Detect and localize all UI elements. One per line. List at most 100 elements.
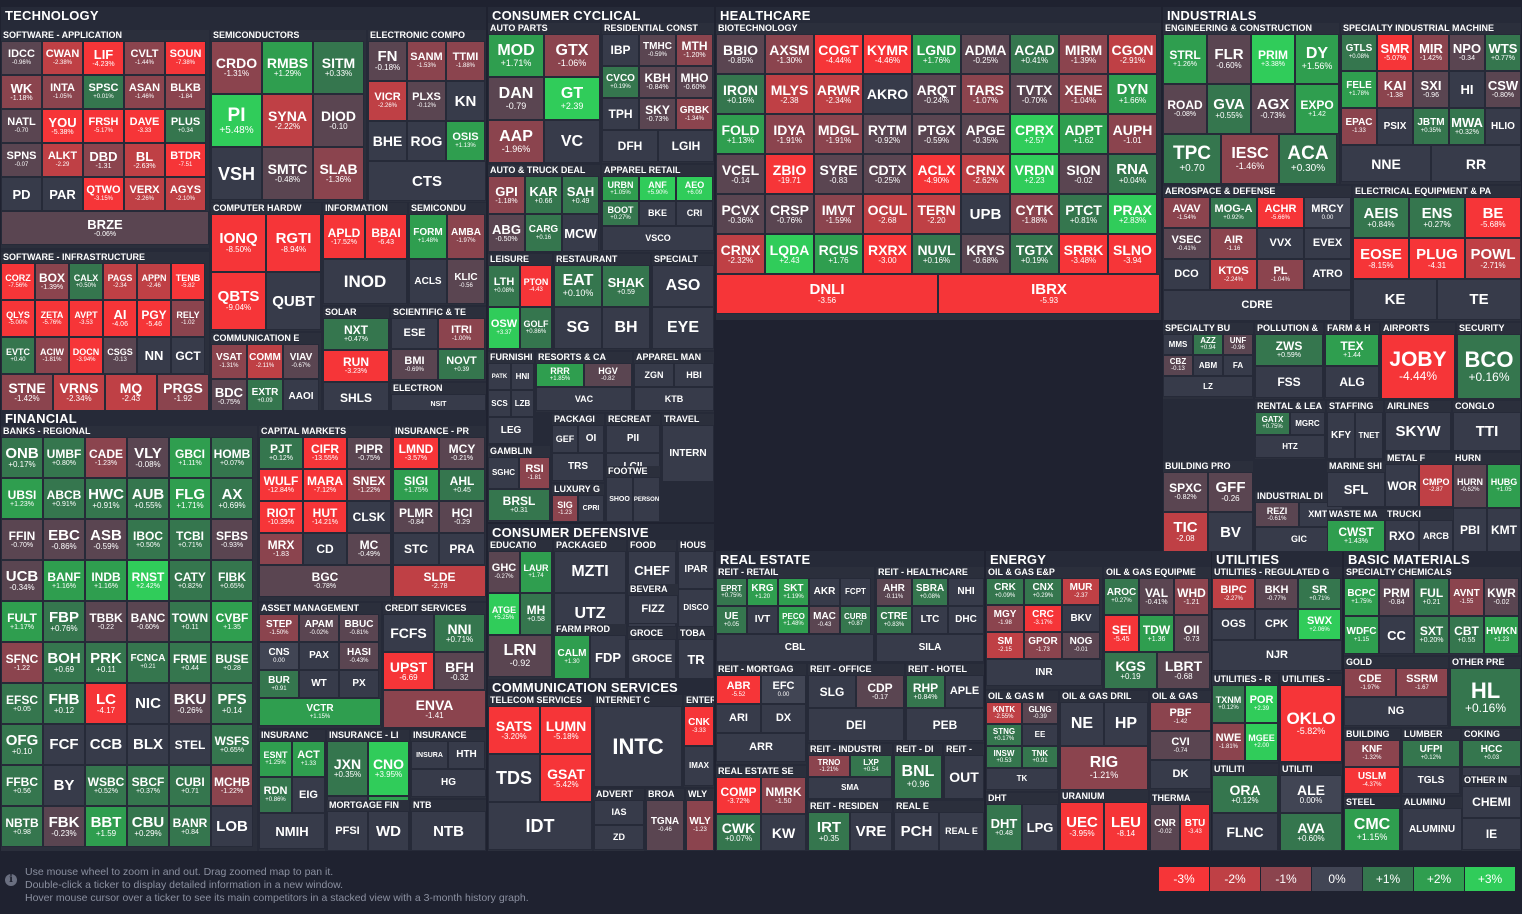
stock-tile-gva[interactable]: GVA +0.55% xyxy=(1207,84,1251,134)
stock-tile-frme[interactable]: FRME +0.44 xyxy=(169,642,211,683)
stock-tile-skt[interactable]: SKT +1.19% xyxy=(778,578,809,606)
industry-title[interactable]: STAFFING xyxy=(1329,401,1374,411)
stock-tile-ax[interactable]: AX +0.69% xyxy=(211,478,253,519)
stock-tile-tti[interactable]: TTI xyxy=(1453,412,1521,451)
stock-tile-ccb[interactable]: CCB xyxy=(85,724,127,765)
stock-tile-mh[interactable]: MH +0.58 xyxy=(520,593,552,635)
industry-internet-c[interactable]: INTERNET C INTC xyxy=(594,695,682,787)
stock-tile-mur[interactable]: MUR -2.37 xyxy=(1062,578,1100,605)
stock-tile-sah[interactable]: SAH +0.49 xyxy=(562,176,599,214)
industry-computer-hardw[interactable]: COMPUTER HARDW IONQ -8.50% RGTI -8.94% QBTS -9… xyxy=(211,203,321,331)
stock-tile-oii[interactable]: OII -0.73 xyxy=(1174,615,1209,652)
stock-tile-road[interactable]: ROAD -0.08% xyxy=(1163,84,1207,134)
stock-tile-rna[interactable]: RNA +0.04% xyxy=(1108,154,1157,194)
sector-title[interactable]: REAL ESTATE xyxy=(720,552,811,567)
stock-tile-tnet[interactable]: TNET xyxy=(1355,412,1383,459)
stock-tile-umbf[interactable]: UMBF +0.80% xyxy=(43,437,85,478)
stock-tile-px[interactable]: PX xyxy=(339,670,379,698)
stock-tile-sanm[interactable]: SANM -1.53% xyxy=(407,41,446,81)
stock-tile-anf[interactable]: ANF +5.90% xyxy=(639,176,676,201)
stock-tile-stel[interactable]: STEL xyxy=(169,724,211,765)
stock-tile-shak[interactable]: SHAK +0.59 xyxy=(602,265,650,307)
stock-tile-stne[interactable]: STNE -1.42% xyxy=(1,374,53,411)
stock-tile-corz[interactable]: CORZ -7.56% xyxy=(1,263,35,300)
stock-tile-tex[interactable]: TEX +1.44 xyxy=(1325,334,1379,366)
stock-tile-tars[interactable]: TARS -1.07% xyxy=(961,74,1010,114)
stock-tile-prgs[interactable]: PRGS -1.92 xyxy=(157,374,209,411)
stock-tile-crnx[interactable]: CRNX -2.62% xyxy=(961,154,1010,194)
stock-tile-stng[interactable]: STNG +0.17% xyxy=(986,724,1022,746)
stock-tile-syre[interactable]: SYRE -0.83 xyxy=(814,154,863,194)
stock-tile-ssrm[interactable]: SSRM -1.67 xyxy=(1396,668,1448,697)
stock-tile-arcb[interactable]: ARCB xyxy=(1419,520,1453,552)
industry-reit-residen[interactable]: REIT - RESIDEN IRT +0.35 VRE xyxy=(808,801,892,851)
stock-tile-kgs[interactable]: KGS +0.19 xyxy=(1104,652,1157,689)
stock-tile-gct[interactable]: GCT xyxy=(171,337,205,374)
stock-tile-dy[interactable]: DY +1.56% xyxy=(1295,34,1339,84)
stock-tile-sma[interactable]: SMA xyxy=(808,777,892,799)
industry-restaurant[interactable]: RESTAURANT EAT +0.10% SHAK +0.59 SG BH xyxy=(554,254,650,350)
stock-tile-fbk[interactable]: FBK -0.23% xyxy=(43,806,85,847)
industry-lumber[interactable]: LUMBER UFPI +0.12% TGLS xyxy=(1402,729,1460,795)
industry-toba[interactable]: TOBA TR xyxy=(678,628,714,679)
stock-tile-plmr[interactable]: PLMR -0.84 xyxy=(393,501,439,533)
industry-apparel-man[interactable]: APPAREL MAN ZGN HBI KTB xyxy=(634,352,714,412)
stock-tile-akr[interactable]: AKR xyxy=(809,578,840,606)
stock-tile-banr[interactable]: BANR +0.84 xyxy=(169,806,211,847)
industry-title[interactable]: TRAVEL xyxy=(664,414,700,424)
stock-tile-apld[interactable]: APLD -17.52% xyxy=(323,214,365,259)
stock-tile-eig[interactable]: EIG xyxy=(292,777,325,813)
sector-title[interactable]: BASIC MATERIALS xyxy=(1348,552,1470,567)
industry-aluminu[interactable]: ALUMINU ALUMINU xyxy=(1402,797,1462,851)
industry-communication-e[interactable]: COMMUNICATION E VSAT -1.31% COMM -2.11% VIAV -… xyxy=(211,333,321,411)
stock-tile-cwk[interactable]: CWK +0.07% xyxy=(716,814,761,851)
industry-furnishi[interactable]: FURNISHI PATK HNI SCS LZB LEG xyxy=(488,352,534,444)
industry-title[interactable]: EDUCATIO xyxy=(490,540,537,550)
stock-tile-rely[interactable]: RELY -1.02 xyxy=(171,300,205,337)
stock-tile-bhe[interactable]: BHE xyxy=(368,121,407,161)
stock-tile-ens[interactable]: ENS +0.27% xyxy=(1409,197,1465,238)
stock-tile-prk[interactable]: PRK +0.11 xyxy=(85,642,127,683)
stock-tile-blx[interactable]: BLX xyxy=(127,724,169,765)
stock-tile-rcus[interactable]: RCUS +1.76 xyxy=(814,234,863,274)
stock-tile-bh[interactable]: BH xyxy=(602,307,650,349)
industry-title[interactable]: HURN xyxy=(1455,453,1481,463)
industry-conglo[interactable]: CONGLO TTI xyxy=(1453,401,1521,451)
stock-tile-pii[interactable]: PII xyxy=(606,425,660,453)
stock-tile-spsc[interactable]: SPSC +0.01% xyxy=(83,75,124,109)
stock-tile-tds[interactable]: TDS xyxy=(488,754,540,802)
industry-title[interactable]: PACKAGED xyxy=(556,540,607,550)
stock-tile-ke[interactable]: KE xyxy=(1353,279,1437,320)
industry-electronic-compo[interactable]: ELECTRONIC COMPO FN -0.18% SANM -1.53% TTMI -1… xyxy=(368,30,486,202)
stock-tile-prax[interactable]: PRAX +2.83% xyxy=(1108,194,1157,234)
industry-title[interactable]: UTILITI xyxy=(1282,764,1313,774)
industry-title[interactable]: SOFTWARE - APPLICATION xyxy=(3,30,122,40)
stock-tile-dx[interactable]: DX xyxy=(761,704,806,733)
stock-tile-crnx[interactable]: CRNX -2.32% xyxy=(716,234,765,274)
industry-title[interactable]: SEMICONDU xyxy=(411,203,467,213)
industry-title[interactable]: LUXURY G xyxy=(554,484,601,494)
stock-tile-insura[interactable]: INSURA xyxy=(411,741,448,769)
industry-title[interactable]: SOLAR xyxy=(325,307,357,317)
stock-tile-ipar[interactable]: IPAR xyxy=(678,551,714,589)
stock-tile-abg[interactable]: ABG -0.50% xyxy=(488,214,525,252)
stock-tile-val[interactable]: VAL -0.41% xyxy=(1139,578,1174,615)
stock-tile-crsp[interactable]: CRSP -0.76% xyxy=(765,194,814,234)
industry-title[interactable]: FARM PROD xyxy=(556,624,610,634)
sector-healthcare[interactable]: HEALTHCARE BIOTECHNOLOGY BBIO -0.85% AXSM -1.… xyxy=(716,7,1161,320)
stock-tile-avpt[interactable]: AVPT -3.53 xyxy=(69,300,103,337)
industry-real-e[interactable]: REAL E PCH REAL E xyxy=(894,801,984,851)
stock-tile-mrx[interactable]: MRX -1.83 xyxy=(259,533,303,565)
industry-oil-gas-m[interactable]: OIL & GAS M KNTK -2.55% GLNG -0.39 STNG +0.17%… xyxy=(986,691,1058,791)
industry-title[interactable]: FOOD xyxy=(630,540,656,550)
stock-tile-scs[interactable]: SCS xyxy=(488,390,511,417)
industry-hurn[interactable]: HURN HURN -0.62% HUBG +1.05 PBI KMT xyxy=(1453,453,1521,552)
stock-tile-vrdn[interactable]: VRDN +2.23 xyxy=(1010,154,1059,194)
industry-title[interactable]: SPECIALTY CHEMICALS xyxy=(1346,567,1452,577)
industry-title[interactable]: OIL & GAS DRIL xyxy=(1062,691,1132,701)
stock-tile-bl[interactable]: BL -2.63% xyxy=(124,143,165,177)
industry-title[interactable]: ADVERT xyxy=(596,789,634,799)
industry-solar[interactable]: SOLAR NXT +0.47% RUN -3.23% SHLS xyxy=(323,307,389,411)
industry-credit-services[interactable]: CREDIT SERVICES FCFS NNI +0.71% UPST -6.69 BFH… xyxy=(383,603,486,728)
stock-tile-asb[interactable]: ASB -0.59% xyxy=(85,519,127,560)
